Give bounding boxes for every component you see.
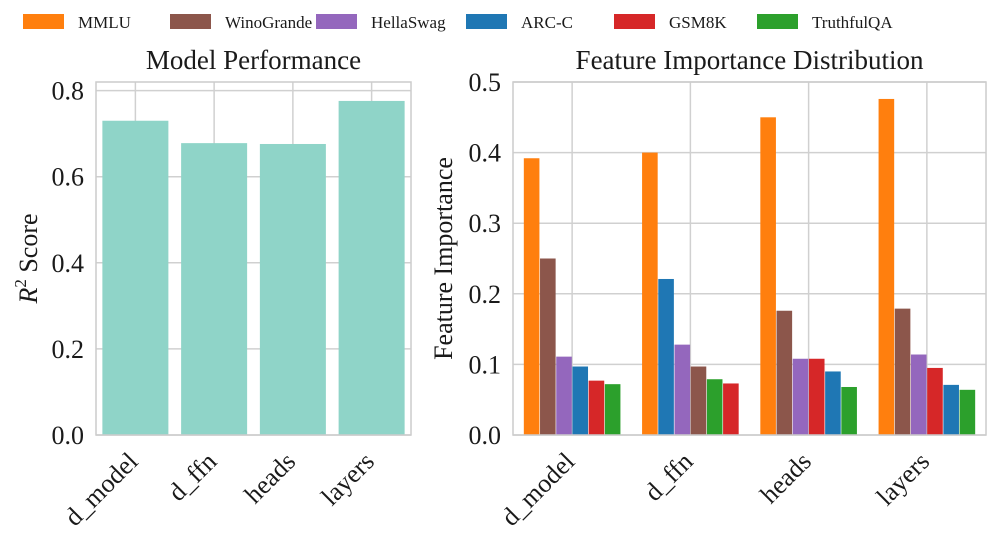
model-performance-chart: Model Performance 0.0 0.2 0.4 0.6 0.8 d_mode…	[11, 45, 412, 532]
x-tick-label: layers	[871, 447, 935, 511]
bar-truthfulqa	[706, 379, 723, 435]
x-tick-label: d_model	[496, 447, 581, 532]
chart-title: Feature Importance Distribution	[576, 45, 924, 75]
legend-item: MMLU	[23, 13, 131, 32]
y-tick-label: 0.6	[52, 163, 85, 192]
bar-arc-c	[572, 366, 589, 435]
bar-arc-c	[943, 384, 959, 435]
chart-title: Model Performance	[146, 45, 361, 75]
bar-gsm8k	[927, 367, 943, 435]
plot-frame	[512, 81, 987, 436]
bar-arc-c	[658, 278, 674, 435]
y-tick-label: 0.0	[469, 421, 502, 450]
x-tick-label: heads	[239, 447, 301, 509]
y-axis-label: Feature Importance	[429, 157, 458, 360]
legend-swatch	[757, 14, 798, 29]
y-tick-label: 0.0	[52, 421, 85, 450]
legend-swatch	[316, 14, 357, 29]
bar-hellaswag	[556, 356, 572, 435]
legend-item: TruthfulQA	[757, 13, 893, 32]
bar-hellaswag	[910, 354, 927, 435]
y-tick-label: 0.5	[469, 68, 502, 97]
bar-mmlu	[878, 98, 895, 435]
legend-swatch	[466, 14, 507, 29]
x-tick-label: d_ffn	[639, 447, 699, 507]
legend-swatch	[170, 14, 211, 29]
feature-importance-chart: Feature Importance Distribution 0.0 0.1 0.…	[429, 45, 987, 532]
plot-frame	[95, 81, 412, 436]
bar-mmlu	[760, 117, 776, 436]
bar-winogrande	[690, 366, 707, 435]
bar-hellaswag	[792, 358, 809, 435]
legend-label: ARC-C	[521, 13, 573, 32]
y-tick-label: 0.8	[52, 77, 85, 106]
x-tick-label: heads	[754, 447, 816, 509]
bar-mmlu	[642, 152, 658, 435]
bar-winogrande	[540, 258, 556, 435]
legend-label: TruthfulQA	[812, 13, 893, 32]
bar-truthfulqa	[841, 386, 857, 435]
bar-mmlu	[523, 158, 540, 436]
bar-gsm8k	[723, 383, 739, 435]
y-tick-label: 0.3	[469, 209, 502, 238]
bar	[181, 143, 248, 435]
legend-item: WinoGrande	[170, 13, 312, 32]
legend-label: GSM8K	[669, 13, 727, 32]
y-tick-label: 0.2	[52, 335, 85, 364]
bar-arc-c	[825, 371, 841, 435]
y-tick-label: 0.2	[469, 280, 502, 309]
legend-item: HellaSwag	[316, 13, 446, 32]
legend-label: MMLU	[78, 13, 131, 32]
y-tick-label: 0.1	[469, 350, 502, 379]
bar	[259, 143, 326, 436]
bar-truthfulqa	[959, 389, 976, 435]
legend-swatch	[614, 14, 655, 29]
bar	[338, 100, 405, 435]
legend-item: ARC-C	[466, 13, 573, 32]
bar	[102, 120, 169, 436]
legend-swatch	[23, 14, 64, 29]
legend: MMLU WinoGrande HellaSwag ARC-C GSM8K Truthfu…	[23, 13, 893, 32]
x-tick-label: d_ffn	[162, 447, 222, 507]
bar-gsm8k	[808, 358, 825, 435]
x-tick-label: d_model	[59, 447, 144, 532]
y-tick-label: 0.4	[469, 139, 502, 168]
legend-label: HellaSwag	[371, 13, 446, 32]
y-axis-label: R2 Score	[11, 213, 43, 304]
legend-label: WinoGrande	[225, 13, 312, 32]
bar-winogrande	[776, 310, 793, 435]
bar-hellaswag	[674, 344, 691, 435]
bar-winogrande	[894, 308, 911, 435]
y-tick-label: 0.4	[52, 249, 85, 278]
bar-truthfulqa	[604, 384, 621, 435]
legend-item: GSM8K	[614, 13, 727, 32]
x-tick-label: layers	[315, 447, 379, 511]
bar-gsm8k	[588, 380, 605, 435]
